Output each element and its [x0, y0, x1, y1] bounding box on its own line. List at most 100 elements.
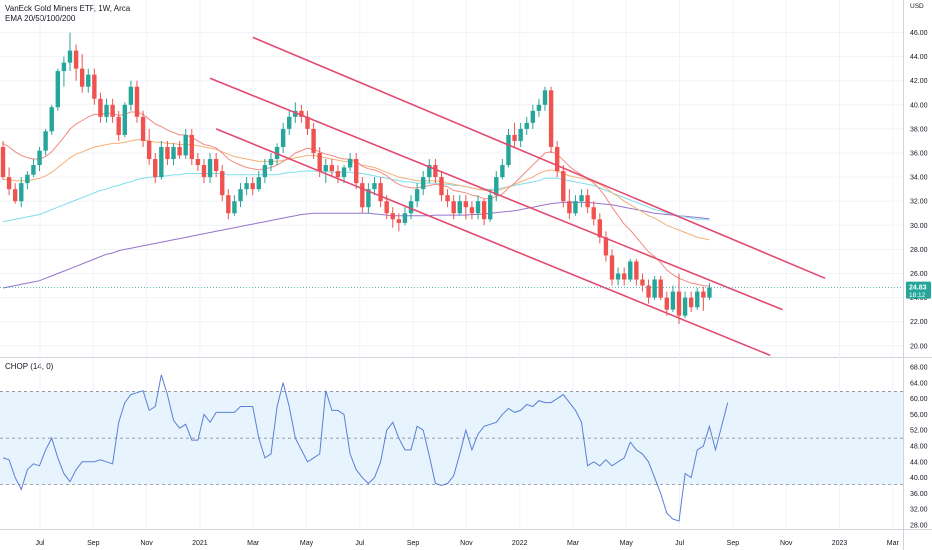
time-label[interactable]: Jul	[675, 540, 684, 547]
candle-body[interactable]	[530, 110, 536, 123]
candle[interactable]	[299, 104, 304, 123]
candle[interactable]	[37, 146, 42, 172]
candle-body[interactable]	[55, 71, 61, 108]
candle-body[interactable]	[268, 159, 274, 166]
candle-body[interactable]	[433, 165, 438, 178]
candle[interactable]	[652, 275, 657, 301]
time-label[interactable]: Sep	[87, 540, 100, 547]
candle-body[interactable]	[506, 134, 511, 166]
candle-body[interactable]	[384, 201, 389, 214]
candle-body[interactable]	[341, 167, 347, 178]
candle-body[interactable]	[79, 68, 85, 87]
candle[interactable]	[116, 110, 121, 141]
time-label[interactable]: Mar	[887, 540, 900, 547]
candle-body[interactable]	[317, 153, 322, 172]
candle[interactable]	[73, 44, 79, 81]
time-label[interactable]: Nov	[460, 540, 473, 547]
candle-body[interactable]	[195, 159, 201, 166]
candle[interactable]	[475, 195, 481, 220]
candle-body[interactable]	[189, 134, 194, 160]
candle[interactable]	[256, 171, 261, 192]
chop-legend-label[interactable]: CHOP (14, 0)	[5, 362, 54, 371]
candle[interactable]	[250, 177, 255, 196]
time-label[interactable]: Jul	[355, 540, 364, 547]
candle[interactable]	[530, 104, 536, 129]
candle[interactable]	[372, 177, 377, 196]
candle-body[interactable]	[256, 177, 261, 190]
candle[interactable]	[159, 140, 164, 180]
candle-body[interactable]	[585, 195, 590, 208]
candle-body[interactable]	[554, 146, 560, 172]
candle[interactable]	[165, 140, 170, 166]
candle[interactable]	[189, 128, 194, 166]
candle-body[interactable]	[390, 213, 395, 220]
candle[interactable]	[12, 183, 18, 204]
candle[interactable]	[658, 275, 663, 301]
candle[interactable]	[469, 201, 475, 220]
candle[interactable]	[262, 159, 268, 184]
candle[interactable]	[494, 171, 499, 202]
candle-body[interactable]	[414, 189, 420, 202]
candle[interactable]	[287, 110, 292, 135]
candle[interactable]	[634, 259, 639, 286]
channel-trendline[interactable]	[209, 77, 783, 311]
candle-body[interactable]	[98, 98, 103, 117]
candle-body[interactable]	[427, 165, 432, 178]
candle[interactable]	[134, 80, 140, 123]
ema200-line[interactable]	[2, 201, 710, 289]
candle[interactable]	[195, 153, 201, 172]
candle[interactable]	[579, 189, 584, 208]
candle-body[interactable]	[469, 207, 475, 214]
price-tick-label[interactable]: 20.00	[910, 343, 928, 350]
candle-body[interactable]	[670, 291, 676, 310]
candle-body[interactable]	[207, 159, 213, 178]
candle[interactable]	[615, 267, 621, 286]
candle-body[interactable]	[378, 183, 383, 202]
candle-body[interactable]	[6, 177, 12, 190]
candle-body[interactable]	[86, 74, 91, 87]
candle-body[interactable]	[280, 128, 286, 147]
candle[interactable]	[451, 195, 456, 220]
candle[interactable]	[554, 140, 560, 178]
candle[interactable]	[244, 177, 249, 196]
candle-body[interactable]	[31, 165, 36, 175]
candle-body[interactable]	[707, 287, 712, 298]
candle-body[interactable]	[664, 297, 670, 310]
candle[interactable]	[591, 201, 596, 226]
candle-body[interactable]	[676, 291, 682, 316]
candle-body[interactable]	[695, 291, 700, 308]
candle-body[interactable]	[567, 201, 572, 214]
price-tick-label[interactable]: 36.00	[910, 151, 928, 158]
time-label[interactable]: 2021	[192, 540, 208, 547]
candle-body[interactable]	[579, 195, 584, 202]
candle-body[interactable]	[372, 183, 377, 190]
candle[interactable]	[183, 128, 188, 160]
candle[interactable]	[305, 110, 310, 135]
candle-body[interactable]	[360, 183, 365, 208]
candle-body[interactable]	[652, 279, 657, 298]
candle-body[interactable]	[73, 50, 79, 69]
candle-body[interactable]	[701, 291, 706, 298]
candle[interactable]	[177, 140, 182, 160]
candle-body[interactable]	[226, 195, 231, 214]
candle-body[interactable]	[61, 62, 67, 72]
candle[interactable]	[621, 267, 627, 286]
candle-body[interactable]	[201, 165, 207, 178]
candle-body[interactable]	[354, 159, 359, 184]
candle-body[interactable]	[238, 189, 243, 202]
candle-body[interactable]	[153, 159, 158, 178]
candle[interactable]	[122, 102, 127, 138]
price-tick-label[interactable]: 40.00	[910, 102, 928, 109]
time-label[interactable]: May	[300, 540, 314, 547]
candle[interactable]	[0, 140, 6, 180]
channel-trendline[interactable]	[252, 36, 826, 280]
candle[interactable]	[55, 68, 61, 111]
candle[interactable]	[201, 159, 207, 184]
candle-body[interactable]	[146, 140, 152, 160]
candle-body[interactable]	[25, 174, 30, 184]
candle-body[interactable]	[177, 146, 182, 156]
candle-body[interactable]	[159, 146, 164, 178]
candle-body[interactable]	[116, 116, 121, 135]
candle[interactable]	[396, 213, 402, 232]
